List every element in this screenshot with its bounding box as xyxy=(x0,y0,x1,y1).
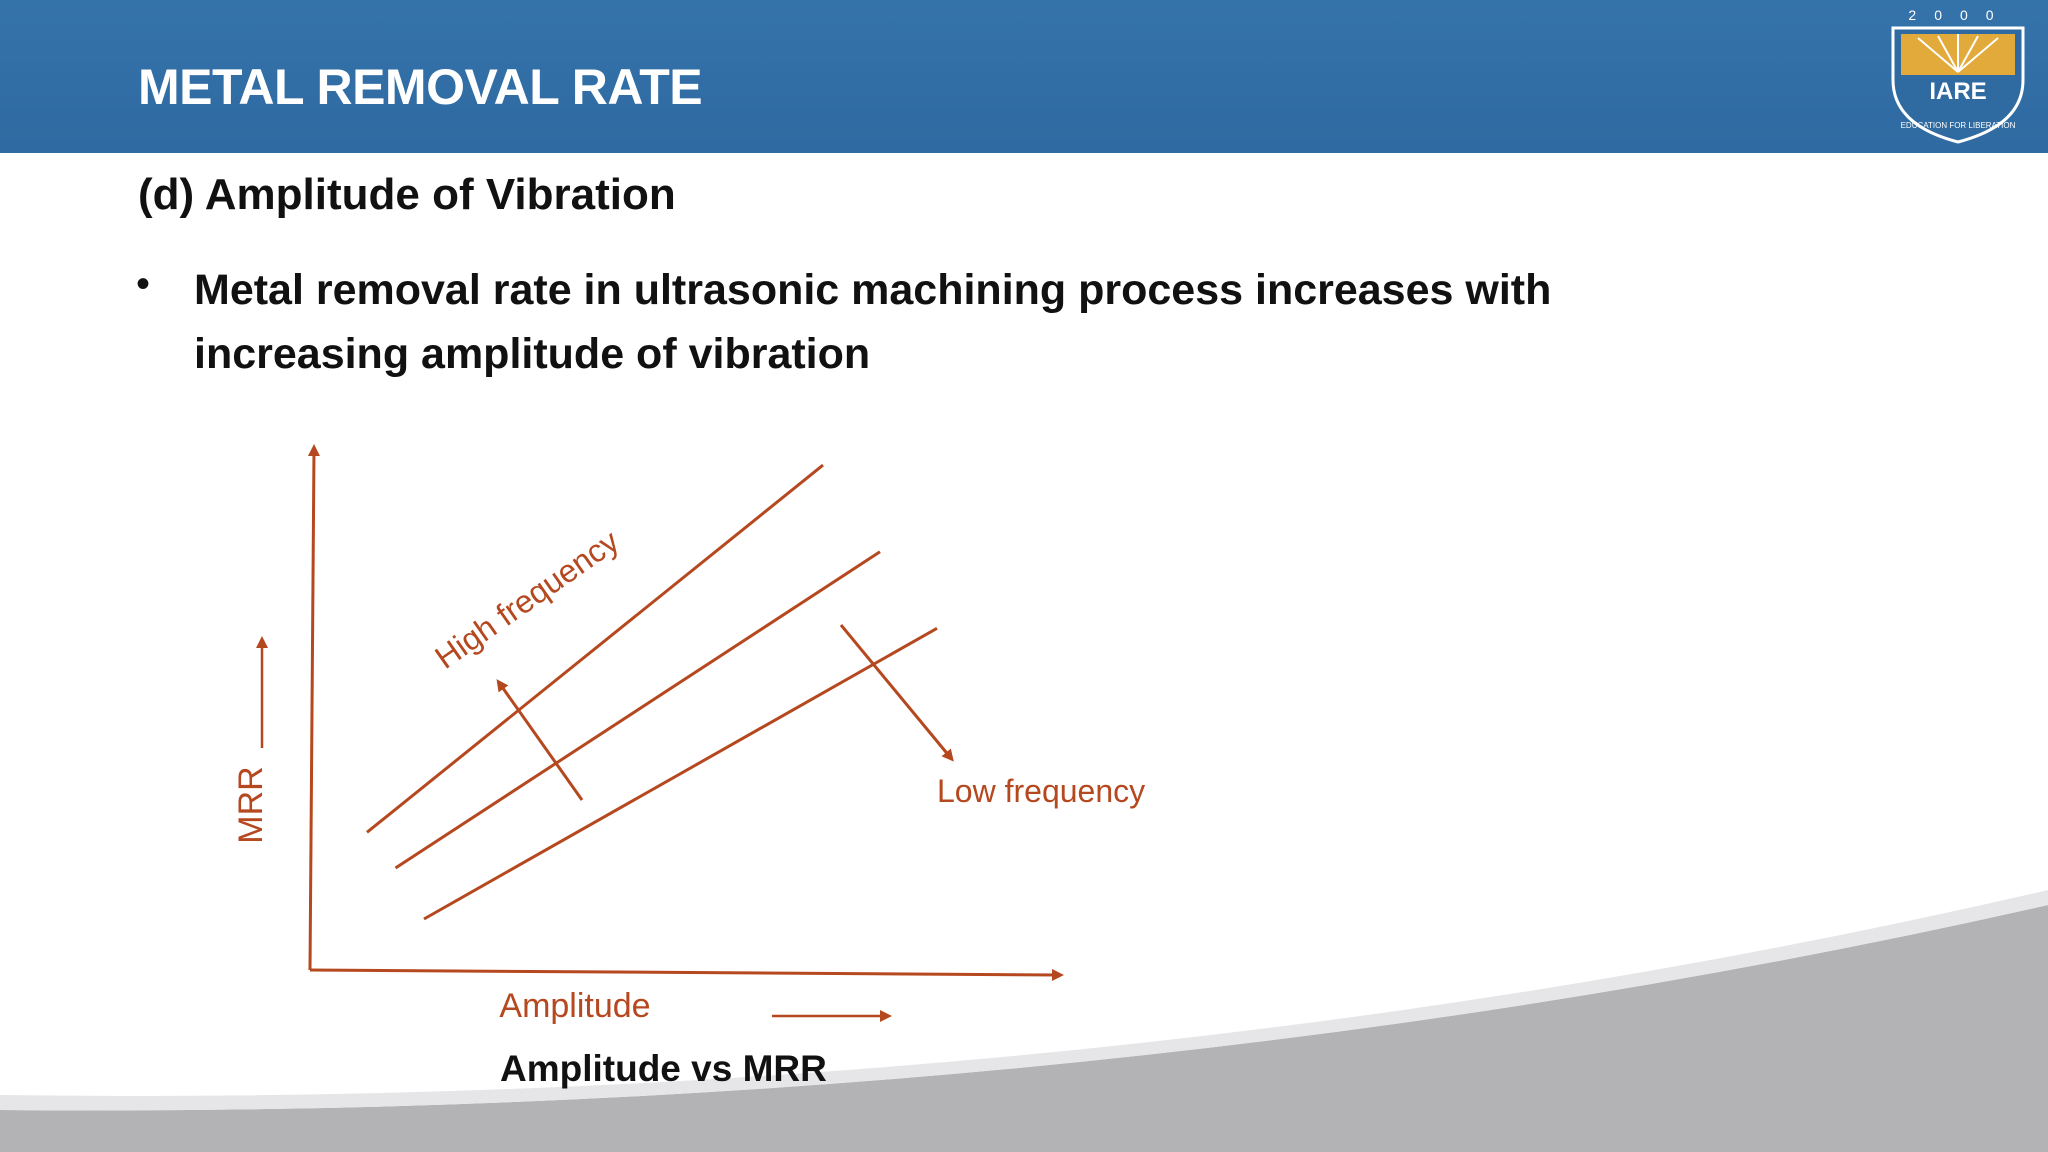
header-bar: METAL REMOVAL RATE 2000 IARE EDUCATION F… xyxy=(0,0,2048,153)
series-line-2 xyxy=(394,550,881,870)
x-axis-label: Amplitude xyxy=(499,987,650,1025)
iare-logo: 2000 IARE EDUCATION FOR LIBERATION xyxy=(1868,0,2048,150)
logo-name: IARE xyxy=(1929,78,1986,105)
bullet-text: Metal removal rate in ultrasonic machini… xyxy=(194,266,1552,378)
series-line-3 xyxy=(423,626,938,921)
subheading: (d) Amplitude of Vibration xyxy=(138,170,676,219)
amplitude-mrr-figure: MRR Amplitude High frequency Low frequen… xyxy=(220,430,1240,1050)
svg-text:2000: 2000 xyxy=(1908,7,2011,23)
bullet-icon: • xyxy=(136,262,151,306)
low-frequency-label: Low frequency xyxy=(937,773,1145,809)
low-frequency-arrow xyxy=(839,624,954,762)
y-axis-label: MRR xyxy=(232,766,270,843)
high-frequency-arrow xyxy=(496,679,584,801)
svg-text:EDUCATION FOR LIBERATION: EDUCATION FOR LIBERATION xyxy=(1901,121,2016,130)
x-axis xyxy=(309,968,1064,981)
figure-caption: Amplitude vs MRR xyxy=(500,1048,827,1089)
high-frequency-label: High frequency xyxy=(428,523,625,676)
series-line-1 xyxy=(366,463,824,834)
amplitude-mrr-chart: MRR Amplitude High frequency Low frequen… xyxy=(232,444,1145,1025)
y-axis xyxy=(307,444,320,971)
page-title: METAL REMOVAL RATE xyxy=(138,59,703,115)
